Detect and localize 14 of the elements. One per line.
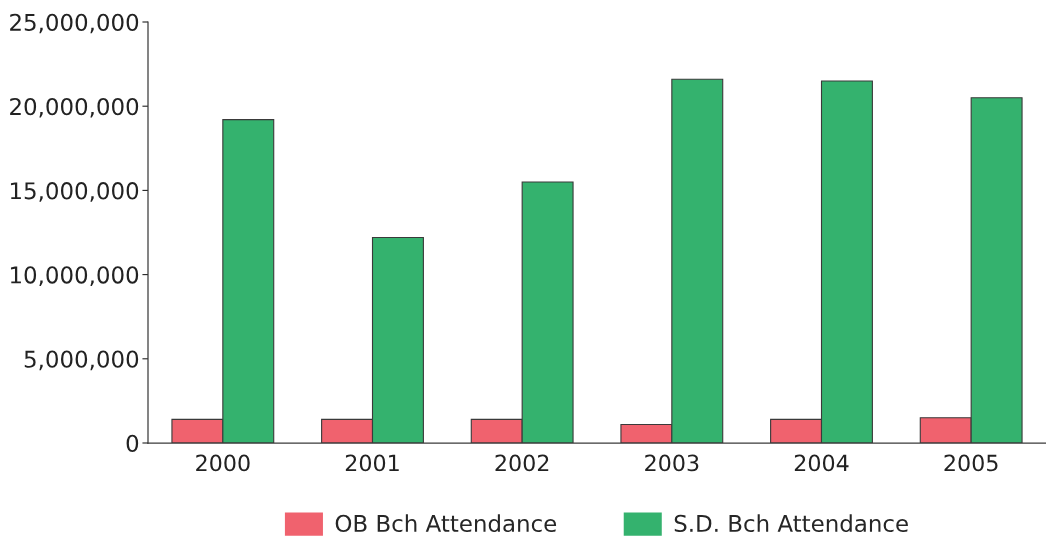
y-tick-label: 25,000,000 bbox=[10, 13, 139, 34]
x-tick-label: 2000 bbox=[196, 454, 250, 472]
x-tick-label: 2004 bbox=[794, 454, 849, 472]
x-tick-label: 2002 bbox=[495, 454, 549, 472]
legend-label: OB Bch Attendance bbox=[335, 514, 557, 533]
y-tick-label: 5,000,000 bbox=[24, 350, 139, 371]
y-tick-label: 15,000,000 bbox=[10, 182, 139, 202]
x-tick-label: 2003 bbox=[645, 454, 699, 472]
legend-label: S.D. Bch Attendance bbox=[674, 514, 908, 533]
x-tick-label: 2005 bbox=[944, 454, 998, 472]
y-tick-label: 0 bbox=[126, 434, 139, 453]
y-tick-label: 10,000,000 bbox=[10, 266, 139, 286]
x-tick-label: 2001 bbox=[345, 454, 399, 472]
y-tick-label: 20,000,000 bbox=[10, 97, 139, 118]
